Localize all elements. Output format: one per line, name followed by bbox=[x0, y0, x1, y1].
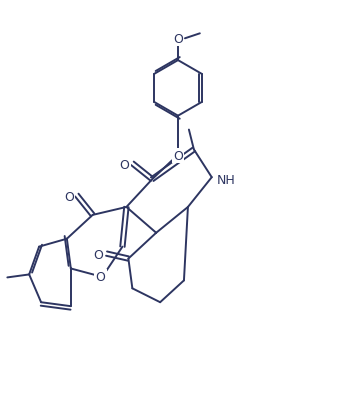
Text: NH: NH bbox=[216, 173, 235, 186]
Text: O: O bbox=[96, 270, 105, 283]
Text: O: O bbox=[64, 190, 74, 203]
Text: O: O bbox=[173, 149, 183, 162]
Text: O: O bbox=[94, 249, 104, 262]
Text: O: O bbox=[173, 33, 183, 46]
Text: O: O bbox=[120, 158, 129, 171]
